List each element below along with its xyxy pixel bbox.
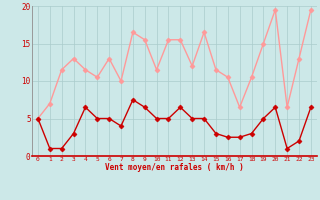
X-axis label: Vent moyen/en rafales ( km/h ): Vent moyen/en rafales ( km/h ): [105, 163, 244, 172]
